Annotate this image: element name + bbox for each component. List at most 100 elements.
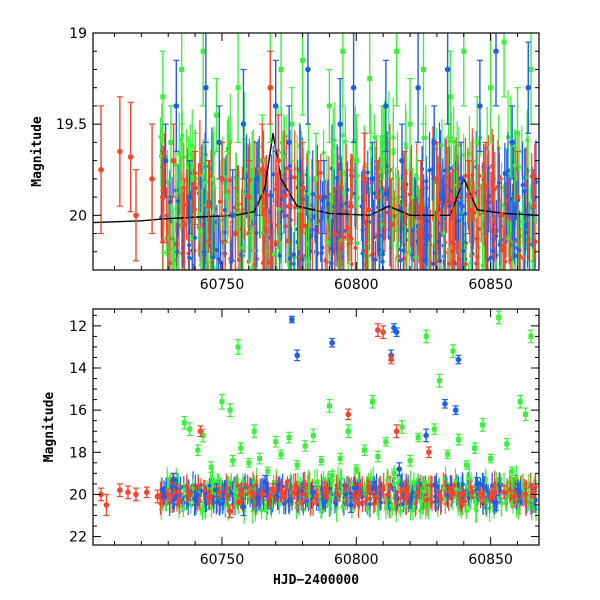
- cloud-point: [499, 501, 504, 506]
- cloud-point: [463, 272, 467, 276]
- cloud-point: [369, 477, 374, 482]
- cloud-point: [504, 198, 509, 203]
- cloud-point: [502, 172, 507, 177]
- data-point: [227, 407, 233, 413]
- cloud-point: [393, 278, 397, 282]
- cloud-point: [357, 482, 362, 487]
- cloud-point: [251, 494, 256, 499]
- cloud-point: [408, 202, 413, 207]
- cloud-point: [236, 257, 241, 262]
- data-point: [353, 158, 359, 164]
- cloud-point: [297, 491, 302, 496]
- cloud-point: [377, 247, 382, 252]
- cloud-point: [424, 219, 429, 224]
- data-point: [407, 458, 413, 464]
- data-point: [496, 314, 502, 320]
- cloud-point: [168, 199, 173, 204]
- cloud-point: [425, 284, 429, 288]
- cloud-point: [399, 206, 404, 211]
- cloud-point: [461, 248, 466, 253]
- cloud-point: [394, 500, 399, 505]
- cloud-point: [174, 206, 179, 211]
- data-point: [289, 121, 295, 127]
- data-point: [528, 333, 534, 339]
- cloud-point: [197, 211, 202, 216]
- cloud-point: [227, 178, 232, 183]
- cloud-point: [363, 270, 367, 274]
- cloud-point: [259, 508, 264, 513]
- data-point: [348, 502, 354, 508]
- cloud-point: [378, 169, 383, 174]
- cloud-point: [385, 478, 390, 483]
- cloud-point: [472, 211, 477, 216]
- cloud-point: [268, 288, 272, 292]
- cloud-point: [202, 252, 207, 257]
- cloud-point: [192, 235, 197, 240]
- cloud-point: [281, 154, 286, 159]
- cloud-point: [401, 248, 406, 253]
- y-tick-label: 19: [69, 26, 87, 42]
- data-point: [525, 84, 532, 91]
- cloud-point: [488, 200, 493, 205]
- cloud-point: [521, 255, 526, 260]
- cloud-point: [174, 502, 179, 507]
- cloud-point: [313, 276, 317, 280]
- data-point: [501, 39, 507, 45]
- data-point: [254, 176, 260, 182]
- cloud-point: [391, 151, 396, 156]
- bottom-ticks: [93, 309, 539, 545]
- data-point: [445, 451, 451, 457]
- cloud-point: [177, 498, 182, 503]
- cloud-point: [533, 497, 538, 502]
- cloud-point: [497, 488, 502, 493]
- data-point: [289, 316, 295, 323]
- cloud-point: [174, 287, 178, 291]
- cloud-point: [406, 484, 411, 489]
- data-point: [216, 489, 223, 496]
- cloud-point: [217, 199, 222, 204]
- data-point: [187, 426, 193, 432]
- cloud-point: [363, 262, 368, 267]
- cloud-point: [353, 486, 358, 491]
- cloud-point: [266, 260, 271, 265]
- cloud-point: [520, 182, 525, 187]
- cloud-point: [376, 495, 381, 500]
- cloud-point: [474, 508, 479, 513]
- data-point: [179, 66, 185, 72]
- y-tick-label: 14: [69, 361, 87, 377]
- data-point: [423, 333, 429, 339]
- cloud-point: [221, 239, 226, 244]
- top-y-axis-label: Magnitude: [30, 116, 45, 187]
- cloud-point: [177, 151, 182, 156]
- data-point: [437, 378, 443, 384]
- y-tick-label: 12: [69, 319, 87, 335]
- cloud-point: [277, 253, 282, 258]
- data-point: [407, 121, 413, 127]
- data-point: [173, 103, 180, 109]
- bottom-y-tick-labels: 12 14 16 18 20 22: [69, 319, 87, 546]
- cloud-point: [325, 239, 330, 244]
- data-point: [523, 411, 529, 417]
- data-point: [463, 462, 469, 468]
- data-point: [329, 339, 335, 346]
- cloud-point: [277, 207, 282, 212]
- cloud-point: [232, 488, 237, 493]
- x-tick-label: 60750: [200, 277, 245, 293]
- cloud-point: [220, 218, 225, 223]
- cloud-point: [348, 491, 353, 496]
- cloud-point: [529, 174, 534, 179]
- cloud-point: [187, 243, 192, 248]
- cloud-point: [420, 489, 425, 494]
- cloud-point: [235, 483, 240, 488]
- cloud-point: [271, 252, 276, 257]
- cloud-point: [392, 214, 397, 219]
- data-point: [477, 103, 483, 109]
- cloud-point: [250, 265, 255, 270]
- data-point: [350, 84, 357, 91]
- data-point: [380, 139, 386, 145]
- cloud-point: [367, 207, 372, 212]
- cloud-point: [401, 501, 406, 506]
- cloud-point: [184, 202, 189, 207]
- bottom-x-tick-labels: 60750 60800 60850: [200, 552, 513, 568]
- cloud-point: [349, 482, 354, 487]
